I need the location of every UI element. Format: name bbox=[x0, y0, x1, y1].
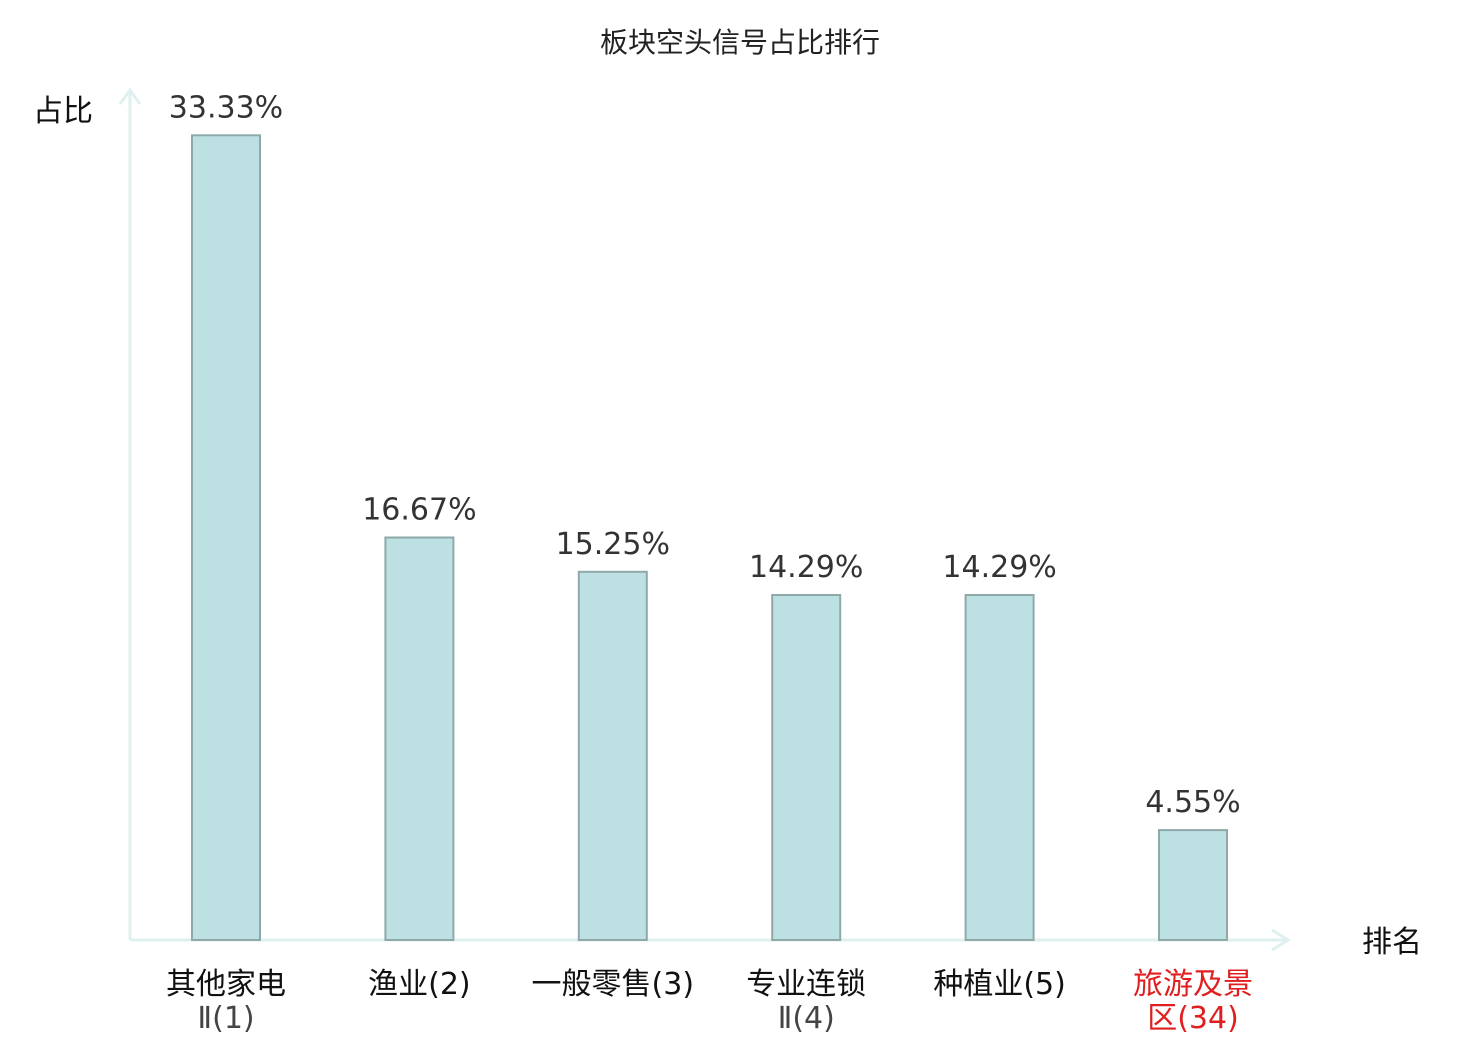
value-label-2: 16.67% bbox=[362, 493, 476, 528]
category-label-6-line-1: 旅游及景 bbox=[1133, 967, 1253, 1002]
category-label-2: 渔业(2) bbox=[368, 967, 471, 1002]
bars bbox=[191, 134, 1228, 942]
category-label-4-line-1: 专业连锁 bbox=[746, 967, 866, 1002]
value-label-5: 14.29% bbox=[942, 550, 1056, 585]
category-label-3: 一般零售(3) bbox=[532, 967, 695, 1002]
x-axis bbox=[130, 928, 1291, 952]
bar-3 bbox=[577, 570, 648, 941]
value-label-4: 14.29% bbox=[749, 550, 863, 585]
category-label-1-line-1: 其他家电 bbox=[166, 967, 286, 1002]
y-axis-label: 占比 bbox=[33, 94, 93, 129]
category-label-4-line-2: Ⅱ(4) bbox=[778, 1001, 835, 1036]
value-labels: 33.33% 16.67% 15.25% 14.29% 14.29% 4.55% bbox=[169, 90, 1241, 820]
category-label-5: 种植业(5) bbox=[933, 967, 1066, 1002]
bar-6 bbox=[1158, 829, 1228, 941]
y-axis bbox=[118, 87, 142, 940]
chart-title: 板块空头信号占比排行 bbox=[600, 26, 880, 59]
bar-4 bbox=[771, 594, 842, 941]
bar-5 bbox=[964, 594, 1035, 941]
x-axis-label: 排名 bbox=[1362, 925, 1422, 960]
category-label-6-line-2: 区(34) bbox=[1147, 1001, 1239, 1036]
value-label-1: 33.33% bbox=[169, 90, 283, 125]
value-label-3: 15.25% bbox=[556, 527, 670, 562]
bar-2 bbox=[384, 536, 455, 941]
category-label-1-line-2: Ⅱ(1) bbox=[197, 1001, 254, 1036]
value-label-6: 4.55% bbox=[1145, 785, 1240, 820]
bar-1 bbox=[191, 134, 261, 942]
